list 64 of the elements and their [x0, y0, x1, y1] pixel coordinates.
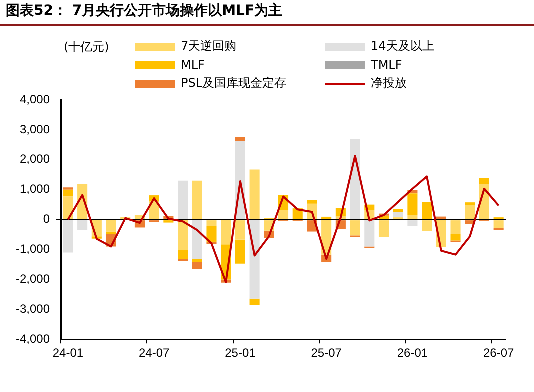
bar [465, 205, 476, 220]
bar [250, 298, 260, 306]
chart-title: 图表52： 7月央行公开市场操作以MLF为主 [6, 2, 283, 20]
y-tick-label: -1,000 [16, 242, 50, 256]
bar [408, 194, 418, 216]
bar [106, 220, 116, 232]
y-tick-label: 2,000 [20, 152, 50, 166]
y-tick-label: -3,000 [16, 302, 50, 316]
legend-label: 净投放 [371, 75, 407, 92]
bar [408, 215, 418, 220]
bar [235, 240, 246, 264]
bar [63, 196, 74, 220]
bar [494, 220, 504, 228]
bar [378, 220, 390, 238]
bar [307, 200, 318, 204]
y-tick-label: 3,000 [20, 122, 50, 136]
bar [63, 220, 74, 253]
bar [278, 210, 289, 220]
bar [250, 220, 260, 299]
y-tick-label: -4,000 [16, 332, 50, 346]
y-axis-title: (十亿元) [64, 39, 110, 56]
legend-label: TMLF [371, 58, 402, 72]
bar [78, 220, 88, 230]
bar [221, 220, 232, 245]
bar [450, 220, 461, 234]
y-tick-label: 0 [43, 212, 50, 226]
bar [422, 202, 432, 220]
bar [192, 259, 202, 262]
bar [364, 220, 375, 247]
bar [393, 209, 404, 212]
legend-label: MLF [181, 58, 205, 72]
bar [206, 220, 217, 226]
legend-label: 14天及以上 [371, 38, 434, 55]
bar [350, 220, 360, 236]
bar [192, 180, 202, 220]
bar [192, 220, 202, 260]
x-tick-label: 26-01 [397, 346, 428, 360]
bar [206, 226, 217, 242]
bar [479, 178, 490, 184]
x-tick-label: 24-01 [52, 346, 84, 360]
bar [235, 137, 246, 142]
y-tick-label: -2,000 [16, 272, 50, 286]
x-tick-label: 25-07 [311, 346, 342, 360]
legend-label: 7天逆回购 [181, 38, 237, 55]
bar [322, 216, 332, 220]
bar [178, 180, 188, 220]
bar [106, 232, 116, 234]
legend-label: PSL及国库现金定存 [181, 75, 287, 92]
bar [465, 202, 476, 206]
bar [178, 250, 188, 260]
x-tick-label: 26-07 [483, 346, 514, 360]
bar [178, 220, 188, 250]
bar [250, 170, 260, 220]
y-tick-label: 4,000 [20, 92, 50, 106]
x-tick-label: 24-07 [138, 346, 170, 360]
bar [192, 262, 202, 270]
bar [422, 220, 432, 232]
x-tick-label: 25-01 [225, 346, 256, 360]
bar [408, 220, 418, 226]
y-tick-label: 1,000 [20, 182, 50, 196]
bar [63, 190, 74, 197]
bar [450, 234, 461, 241]
bar [235, 220, 246, 240]
bar [393, 212, 404, 218]
